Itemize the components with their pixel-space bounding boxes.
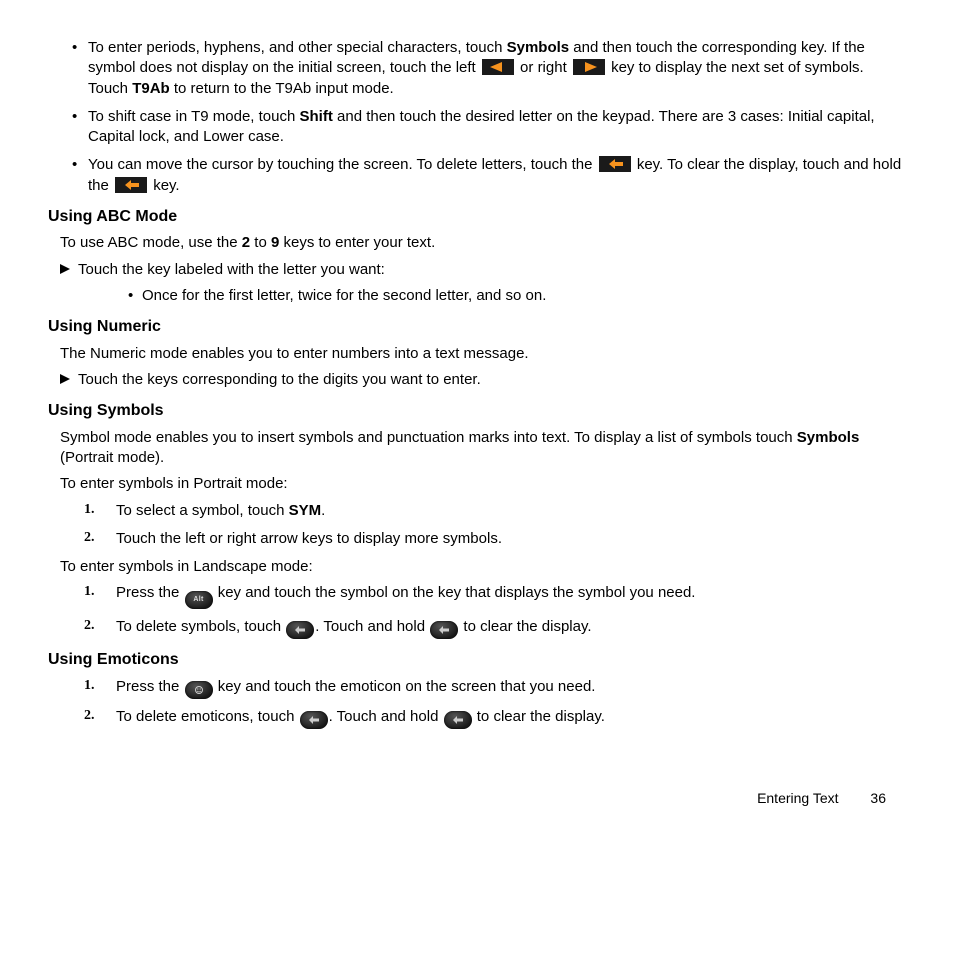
item-number: 1. — [84, 583, 116, 609]
list-item: 2.To delete emoticons, touch . Touch and… — [84, 707, 906, 729]
item-text: Press the Alt key and touch the symbol o… — [116, 583, 906, 609]
back-arrow-key-icon — [599, 156, 631, 172]
backspace-key-icon — [286, 621, 314, 639]
paragraph: Symbol mode enables you to insert symbol… — [60, 428, 906, 469]
backspace-key-icon — [300, 711, 328, 729]
bold: 2 — [242, 234, 250, 251]
text: (Portrait mode). — [60, 449, 164, 466]
item-text: To delete emoticons, touch . Touch and h… — [116, 707, 906, 729]
bullet-1: To enter periods, hyphens, and other spe… — [76, 38, 906, 99]
text: key and touch the symbol on the key that… — [214, 584, 696, 601]
text: or right — [516, 59, 571, 76]
text: . Touch and hold — [329, 708, 443, 725]
heading-emoticons: Using Emoticons — [48, 649, 906, 671]
text: key and touch the emoticon on the screen… — [214, 678, 596, 695]
text: Press the — [116, 584, 184, 601]
key-label: Alt — [193, 595, 203, 604]
ordered-list: 1.Press the key and touch the emoticon o… — [84, 677, 906, 729]
page-footer: Entering Text 36 — [48, 789, 906, 808]
item-number: 2. — [84, 617, 116, 639]
text: To enter periods, hyphens, and other spe… — [88, 39, 507, 56]
bullet-3: You can move the cursor by touching the … — [76, 155, 906, 196]
item-number: 1. — [84, 677, 116, 699]
text: Symbol mode enables you to insert symbol… — [60, 429, 797, 446]
list-item: 1.To select a symbol, touch SYM. — [84, 501, 906, 521]
ordered-list: 1.Press the Alt key and touch the symbol… — [84, 583, 906, 639]
item-text: Touch the left or right arrow keys to di… — [116, 529, 906, 549]
bold: Symbols — [507, 39, 570, 56]
bold: SYM — [289, 502, 322, 519]
list-item: 2.Touch the left or right arrow keys to … — [84, 529, 906, 549]
footer-page-number: 36 — [870, 790, 886, 806]
text: . Touch and hold — [315, 618, 429, 635]
bold: Shift — [300, 108, 333, 125]
footer-section-title: Entering Text — [757, 790, 838, 806]
back-arrow-key-icon — [115, 177, 147, 193]
text: to clear the display. — [459, 618, 591, 635]
paragraph: The Numeric mode enables you to enter nu… — [60, 344, 906, 364]
paragraph: To enter symbols in Portrait mode: — [60, 474, 906, 494]
text: To shift case in T9 mode, touch — [88, 108, 300, 125]
bold: T9Ab — [132, 80, 170, 97]
text: keys to enter your text. — [279, 234, 435, 251]
step-text: Touch the keys corresponding to the digi… — [78, 370, 906, 390]
heading-symbols: Using Symbols — [48, 400, 906, 422]
item-number: 2. — [84, 707, 116, 729]
text: to return to the T9Ab input mode. — [170, 80, 394, 97]
top-bullet-list: To enter periods, hyphens, and other spe… — [76, 38, 906, 196]
step-marker-icon — [60, 370, 78, 390]
emoticon-key-icon — [185, 681, 213, 699]
step-marker-icon — [60, 260, 78, 280]
item-text: To select a symbol, touch SYM. — [116, 501, 906, 521]
text: To delete symbols, touch — [116, 618, 285, 635]
item-number: 2. — [84, 529, 116, 549]
text: key. — [149, 177, 180, 194]
step-item: Touch the key labeled with the letter yo… — [60, 260, 906, 280]
list-item: 2.To delete symbols, touch . Touch and h… — [84, 617, 906, 639]
bold: Symbols — [797, 429, 860, 446]
text: . — [321, 502, 325, 519]
sub-bullet: Once for the first letter, twice for the… — [128, 286, 906, 306]
list-item: 1.Press the key and touch the emoticon o… — [84, 677, 906, 699]
paragraph: To enter symbols in Landscape mode: — [60, 557, 906, 577]
backspace-key-icon — [444, 711, 472, 729]
step-text: Touch the key labeled with the letter yo… — [78, 260, 906, 280]
bullet-2: To shift case in T9 mode, touch Shift an… — [76, 107, 906, 148]
text: to clear the display. — [473, 708, 605, 725]
right-arrow-key-icon — [573, 59, 605, 75]
text: Press the — [116, 678, 184, 695]
backspace-key-icon — [430, 621, 458, 639]
heading-numeric: Using Numeric — [48, 316, 906, 338]
text: To delete emoticons, touch — [116, 708, 299, 725]
text: to — [250, 234, 271, 251]
ordered-list: 1.To select a symbol, touch SYM. 2.Touch… — [84, 501, 906, 550]
item-number: 1. — [84, 501, 116, 521]
text: To use ABC mode, use the — [60, 234, 242, 251]
paragraph: To use ABC mode, use the 2 to 9 keys to … — [60, 233, 906, 253]
left-arrow-key-icon — [482, 59, 514, 75]
text: To select a symbol, touch — [116, 502, 289, 519]
step-item: Touch the keys corresponding to the digi… — [60, 370, 906, 390]
item-text: To delete symbols, touch . Touch and hol… — [116, 617, 906, 639]
heading-abc-mode: Using ABC Mode — [48, 206, 906, 228]
item-text: Press the key and touch the emoticon on … — [116, 677, 906, 699]
text: You can move the cursor by touching the … — [88, 156, 597, 173]
alt-key-icon: Alt — [185, 591, 213, 609]
list-item: 1.Press the Alt key and touch the symbol… — [84, 583, 906, 609]
